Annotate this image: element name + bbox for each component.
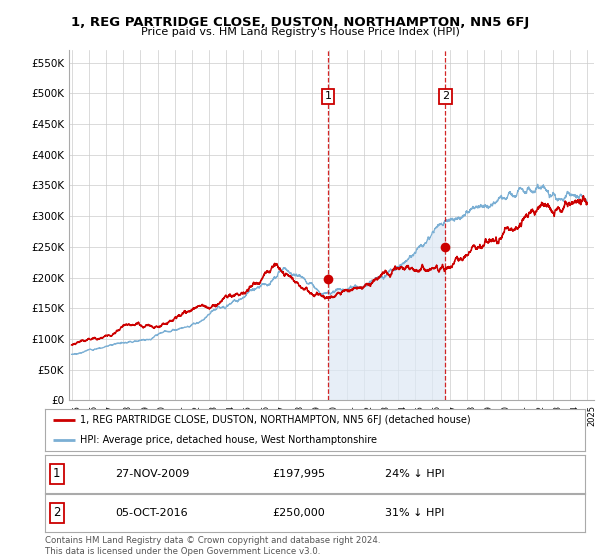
Text: 2: 2 <box>442 91 449 101</box>
Text: 1: 1 <box>325 91 331 101</box>
Text: 2: 2 <box>53 506 61 520</box>
Text: Contains HM Land Registry data © Crown copyright and database right 2024.
This d: Contains HM Land Registry data © Crown c… <box>45 536 380 556</box>
Text: 31% ↓ HPI: 31% ↓ HPI <box>385 508 445 518</box>
Text: 27-NOV-2009: 27-NOV-2009 <box>115 469 190 479</box>
Text: 1, REG PARTRIDGE CLOSE, DUSTON, NORTHAMPTON, NN5 6FJ (detached house): 1, REG PARTRIDGE CLOSE, DUSTON, NORTHAMP… <box>80 415 471 424</box>
Text: £250,000: £250,000 <box>272 508 325 518</box>
Text: 05-OCT-2016: 05-OCT-2016 <box>115 508 188 518</box>
Text: Price paid vs. HM Land Registry's House Price Index (HPI): Price paid vs. HM Land Registry's House … <box>140 27 460 37</box>
Text: 1: 1 <box>53 467 61 480</box>
Text: 1, REG PARTRIDGE CLOSE, DUSTON, NORTHAMPTON, NN5 6FJ: 1, REG PARTRIDGE CLOSE, DUSTON, NORTHAMP… <box>71 16 529 29</box>
Text: £197,995: £197,995 <box>272 469 325 479</box>
Text: 24% ↓ HPI: 24% ↓ HPI <box>385 469 445 479</box>
Text: HPI: Average price, detached house, West Northamptonshire: HPI: Average price, detached house, West… <box>80 435 377 445</box>
